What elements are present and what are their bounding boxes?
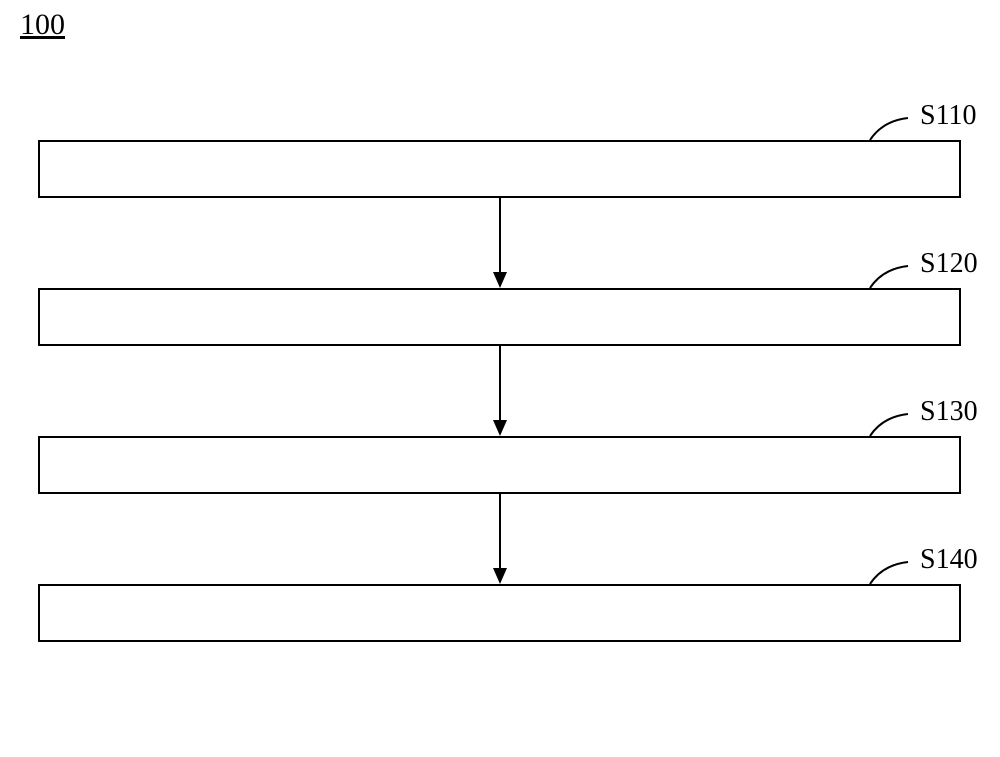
leader-s110: [868, 116, 910, 142]
step-label-s130: S130: [920, 396, 978, 428]
figure-number: 100: [20, 8, 65, 42]
leader-s140: [868, 560, 910, 586]
step-box-s120: [38, 288, 961, 346]
step-label-s120: S120: [920, 248, 978, 280]
leader-s130: [868, 412, 910, 438]
arrow-1: [491, 196, 509, 290]
step-box-s140: [38, 584, 961, 642]
arrow-3: [491, 492, 509, 586]
step-label-s140: S140: [920, 544, 978, 576]
arrow-2: [491, 344, 509, 438]
step-label-s110: S110: [920, 100, 977, 132]
leader-s120: [868, 264, 910, 290]
step-box-s110: [38, 140, 961, 198]
step-box-s130: [38, 436, 961, 494]
